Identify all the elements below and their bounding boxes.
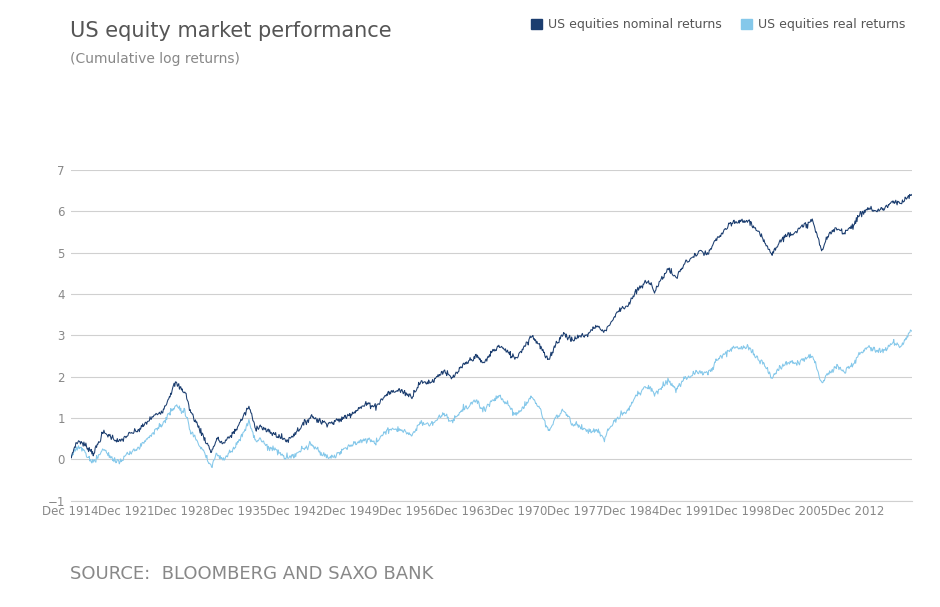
Text: SOURCE:  BLOOMBERG AND SAXO BANK: SOURCE: BLOOMBERG AND SAXO BANK xyxy=(70,565,434,583)
Text: (Cumulative log returns): (Cumulative log returns) xyxy=(70,52,241,66)
Text: US equity market performance: US equity market performance xyxy=(70,21,392,41)
Legend: US equities nominal returns, US equities real returns: US equities nominal returns, US equities… xyxy=(531,18,905,32)
